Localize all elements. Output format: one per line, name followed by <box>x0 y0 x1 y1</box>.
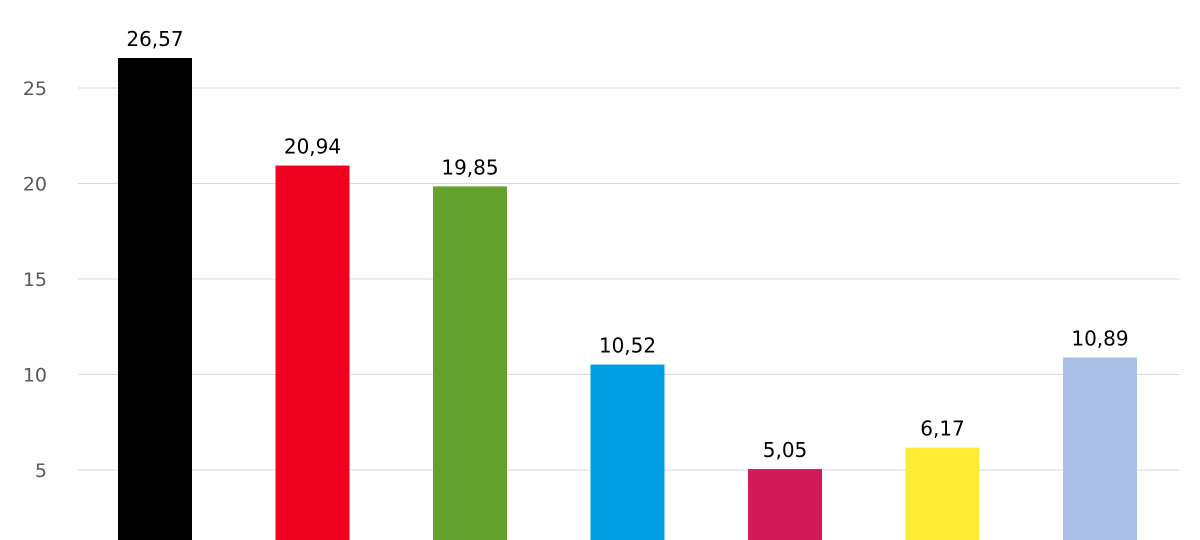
bar-6-value-label: 6,17 <box>920 417 965 441</box>
y-tick-label: 5 <box>35 460 47 482</box>
bar-4 <box>590 364 665 540</box>
bars <box>118 58 1137 540</box>
gridlines <box>78 87 1180 471</box>
y-tick-label: 25 <box>23 78 47 100</box>
y-tick-label: 10 <box>23 365 47 387</box>
bar-1-value-label: 26,57 <box>126 27 183 51</box>
y-axis-ticks: 5 10 15 20 25 30 <box>23 0 47 482</box>
bar-3-value-label: 19,85 <box>441 155 498 179</box>
bar-3 <box>433 186 507 540</box>
bar-7 <box>1063 357 1137 540</box>
bar-5 <box>748 469 822 540</box>
y-tick-label: 30 <box>23 0 47 5</box>
y-tick-label: 15 <box>23 269 47 291</box>
bar-5-value-label: 5,05 <box>763 438 808 462</box>
bar-1 <box>118 58 192 540</box>
data-labels: 26,57 20,94 19,85 10,52 5,05 6,17 10,89 <box>126 27 1128 462</box>
bar-7-value-label: 10,89 <box>1071 327 1128 351</box>
bar-2 <box>275 165 350 540</box>
bar-4-value-label: 10,52 <box>599 334 656 358</box>
bar-6 <box>905 447 980 540</box>
y-tick-label: 20 <box>23 174 47 196</box>
bar-2-value-label: 20,94 <box>284 135 341 159</box>
